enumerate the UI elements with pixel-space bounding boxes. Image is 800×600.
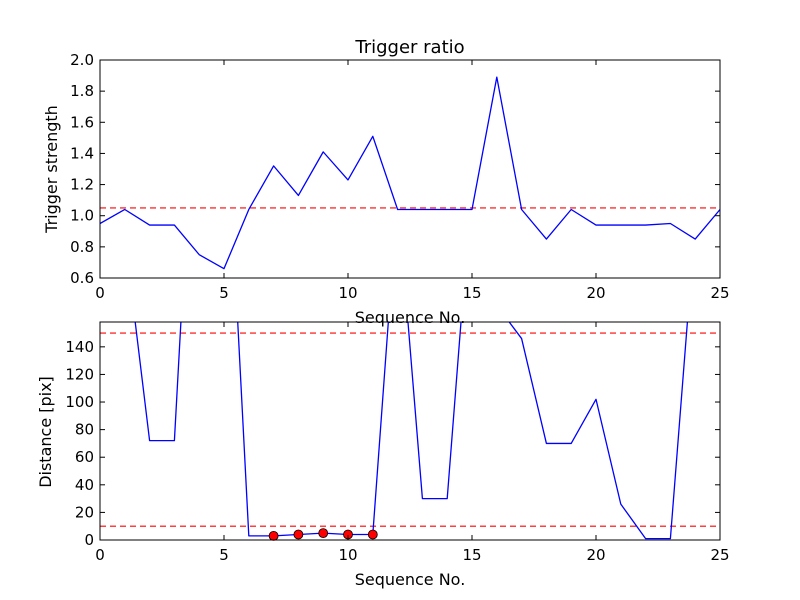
y-tick-label: 120 xyxy=(65,365,94,383)
x-tick-label: 15 xyxy=(462,284,481,302)
x-axis-label: Sequence No. xyxy=(355,308,466,327)
y-tick-label: 2.0 xyxy=(70,51,94,69)
y-tick-label: 80 xyxy=(75,421,94,439)
y-tick-label: 140 xyxy=(65,338,94,356)
x-tick-label: 0 xyxy=(95,284,105,302)
x-tick-label: 20 xyxy=(586,546,605,564)
data-point-marker xyxy=(293,529,304,540)
axes-frame xyxy=(99,59,721,279)
x-tick-label: 25 xyxy=(710,284,729,302)
distance-chart: Sequence No. Distance [pix] 0 5 10 15 20 25 0 2… xyxy=(36,321,730,589)
y-tick-label: 40 xyxy=(75,476,94,494)
y-tick-label: 1.6 xyxy=(70,113,94,131)
x-tick-label: 25 xyxy=(710,546,729,564)
y-tick-label: 0 xyxy=(84,531,94,549)
y-tick-label: 1.2 xyxy=(70,176,94,194)
trigger-ratio-chart: Trigger ratio Sequence No. Trigger stren… xyxy=(42,37,730,327)
x-tick-label: 15 xyxy=(462,546,481,564)
series-line xyxy=(100,76,720,270)
y-axis-label: Distance [pix] xyxy=(36,376,55,488)
data-point-marker xyxy=(318,528,329,539)
x-tick-label: 5 xyxy=(219,546,229,564)
y-tick-label: 1.8 xyxy=(70,82,94,100)
x-axis-label: Sequence No. xyxy=(355,570,466,589)
y-axis-label: Trigger strength xyxy=(42,105,61,234)
y-tick-label: 100 xyxy=(65,393,94,411)
x-tick-label: 0 xyxy=(95,546,105,564)
data-point-marker xyxy=(268,530,279,541)
x-tick-label: 10 xyxy=(338,284,357,302)
y-tick-label: 60 xyxy=(75,448,94,466)
series-line xyxy=(134,322,689,540)
x-tick-label: 20 xyxy=(586,284,605,302)
chart-title: Trigger ratio xyxy=(354,37,464,58)
y-tick-label: 1.0 xyxy=(70,207,94,225)
x-tick-label: 5 xyxy=(219,284,229,302)
data-point-marker xyxy=(367,529,378,540)
y-tick-label: 20 xyxy=(75,503,94,521)
x-tick-label: 10 xyxy=(338,546,357,564)
axes-frame xyxy=(99,321,721,541)
y-tick-label: 0.8 xyxy=(70,238,94,256)
y-tick-label: 1.4 xyxy=(70,144,94,162)
y-tick-label: 0.6 xyxy=(70,269,94,287)
